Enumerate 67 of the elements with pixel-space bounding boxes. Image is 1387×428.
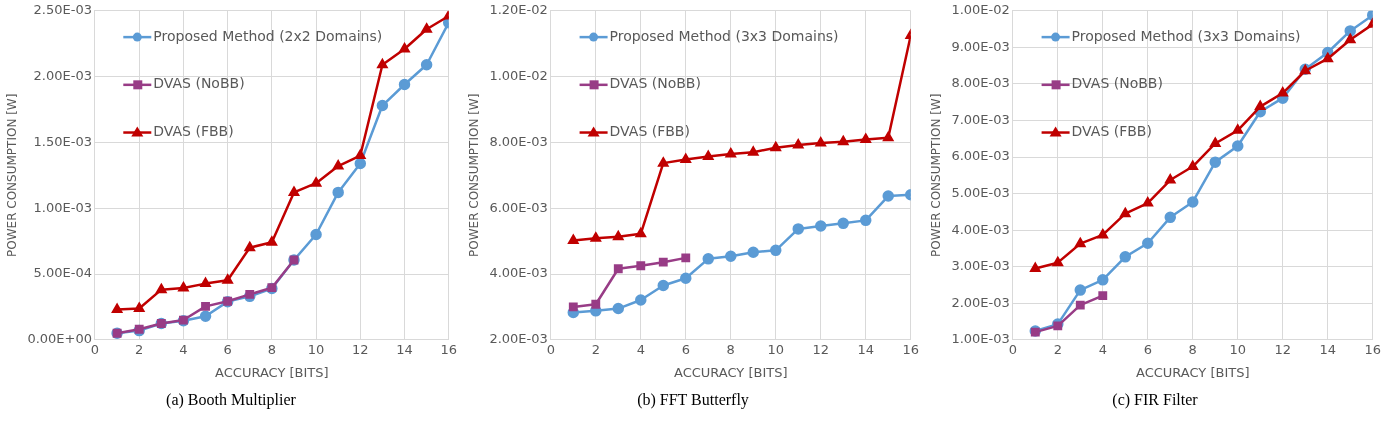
y-axis-title: POWER CONSUMPTION [W]: [929, 93, 944, 257]
x-tick-label: 16: [440, 341, 457, 357]
x-tick-label: 16: [1364, 341, 1381, 357]
y-tick-label: 4.00E-03: [489, 265, 548, 281]
y-tick-label: 2.50E-03: [33, 2, 92, 18]
legend-label: DVAS (NoBB): [609, 75, 701, 92]
text: (b) FFT Butterfly: [637, 391, 749, 409]
y-tick-label: 6.00E-03: [951, 148, 1010, 164]
x-tick-label: 0: [1008, 341, 1017, 357]
legend-label: DVAS (FBB): [153, 123, 234, 140]
y-tick-label: 1.00E-03: [33, 199, 92, 215]
text: (a) Booth Multiplier: [166, 391, 296, 409]
legend-label: Proposed Method (3x3 Domains): [609, 27, 839, 44]
y-tick-label: 2.00E-03: [33, 67, 92, 83]
y-tick-label: 8.00E-03: [489, 133, 548, 149]
y-tick-label: 8.00E-03: [951, 75, 1010, 91]
x-axis-title: ACCURACY [BITS]: [674, 364, 788, 380]
x-tick-label: 2: [135, 341, 144, 357]
x-tick-label: 12: [352, 341, 369, 357]
y-tick-label: 6.00E-03: [489, 199, 548, 215]
legend-label: DVAS (FBB): [609, 123, 690, 140]
x-tick-label: 4: [1098, 341, 1107, 357]
text: (c) FIR Filter: [1112, 391, 1198, 409]
x-tick-label: 8: [267, 341, 276, 357]
x-tick-label: 10: [1229, 341, 1247, 357]
y-tick-label: 4.00E-03: [951, 221, 1010, 237]
y-tick-label: 0.00E+00: [27, 331, 92, 347]
x-tick-label: 4: [179, 341, 188, 357]
x-tick-label: 14: [857, 341, 875, 357]
x-tick-label: 4: [636, 341, 645, 357]
y-tick-label: 9.00E-03: [951, 38, 1010, 54]
y-tick-label: 5.00E-03: [951, 184, 1010, 200]
x-tick-label: 12: [1274, 341, 1292, 357]
x-tick-label: 14: [396, 341, 413, 357]
y-tick-label: 1.00E-03: [951, 331, 1010, 347]
y-tick-label: 2.00E-03: [489, 331, 548, 347]
x-tick-label: 16: [902, 341, 919, 357]
x-tick-label: 12: [812, 341, 830, 357]
y-tick-label: 1.50E-03: [33, 133, 92, 149]
y-axis-title: POWER CONSUMPTION [W]: [5, 93, 20, 257]
x-tick-label: 6: [223, 341, 232, 357]
x-axis-title: ACCURACY [BITS]: [215, 364, 329, 380]
y-tick-label: 7.00E-03: [951, 111, 1010, 127]
x-tick-label: 6: [681, 341, 690, 357]
x-tick-label: 0: [90, 341, 100, 357]
legend-label: DVAS (NoBB): [153, 75, 245, 92]
x-tick-label: 0: [546, 341, 555, 357]
y-axis-title: POWER CONSUMPTION [W]: [467, 93, 482, 257]
legend-label: Proposed Method (2x2 Domains): [153, 27, 383, 44]
x-tick-label: 10: [767, 341, 785, 357]
y-tick-label: 3.00E-03: [951, 258, 1010, 274]
legend-label: DVAS (NoBB): [1071, 75, 1163, 92]
x-tick-label: 6: [1143, 341, 1152, 357]
x-tick-label: 14: [1319, 341, 1337, 357]
y-tick-label: 5.00E-04: [33, 265, 92, 281]
y-tick-label: 2.00E-03: [951, 294, 1010, 310]
y-tick-label: 1.20E-02: [489, 2, 548, 18]
y-tick-label: 1.00E-02: [951, 2, 1010, 18]
x-axis-title: ACCURACY [BITS]: [1136, 364, 1250, 380]
legend-label: Proposed Method (3x3 Domains): [1071, 27, 1301, 44]
y-tick-label: 1.00E-02: [489, 67, 548, 83]
x-tick-label: 2: [1053, 341, 1062, 357]
x-tick-label: 2: [591, 341, 600, 357]
legend-label: DVAS (FBB): [1071, 123, 1152, 140]
x-tick-label: 8: [726, 341, 735, 357]
x-tick-label: 10: [307, 341, 325, 357]
x-tick-label: 8: [1188, 341, 1197, 357]
